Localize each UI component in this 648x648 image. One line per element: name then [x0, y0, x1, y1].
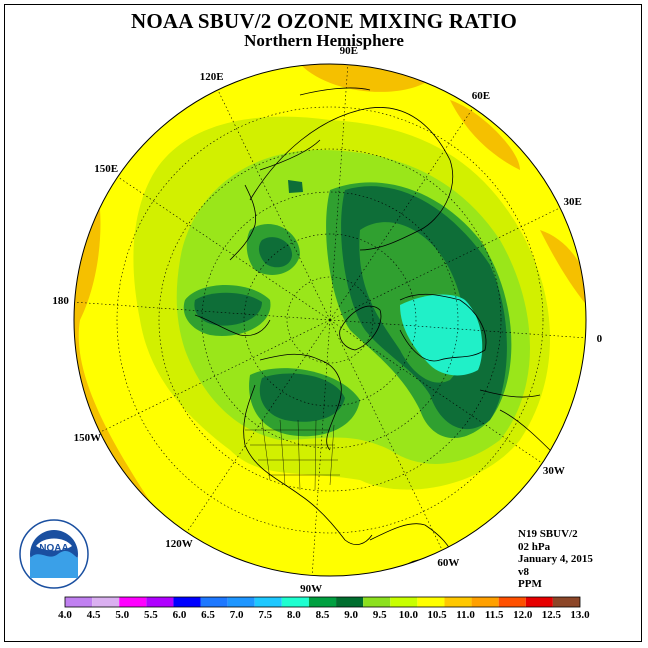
- meridian-3: [329, 319, 586, 339]
- meridian-4: [329, 319, 543, 464]
- colorbar-swatch-3: [146, 597, 174, 607]
- meridian-6: [311, 319, 331, 576]
- colorbar-label-4: 6.0: [172, 609, 187, 621]
- ozone-region-11-0-ne: [450, 100, 520, 170]
- meridian-2: [329, 207, 561, 321]
- colorbar-swatch-4: [173, 597, 201, 607]
- colorbar-label-7: 7.5: [258, 609, 273, 621]
- meridian-9: [74, 301, 331, 321]
- longitude-label-1: 60E: [471, 90, 491, 103]
- info-block: N19 SBUV/2 02 hPa January 4, 2015 v8 PPM: [518, 528, 593, 591]
- longitude-label-7: 120W: [165, 537, 193, 550]
- meridian-11: [217, 89, 331, 321]
- colorbar-swatch-7: [254, 597, 282, 607]
- meridian-7: [186, 319, 331, 533]
- colorbar-label-15: 11.5: [484, 609, 504, 621]
- colorbar-border: [64, 596, 581, 608]
- colorbar-label-6: 7.0: [229, 609, 244, 621]
- colorbar-swatch-14: [444, 597, 472, 607]
- colorbar-swatch-0: [65, 597, 93, 607]
- colorbar-swatch-15: [471, 597, 499, 607]
- logo-text: NOAA: [39, 543, 68, 554]
- meridian-8: [99, 319, 331, 433]
- colorbar-label-3: 5.5: [143, 609, 158, 621]
- colorbar: [64, 596, 581, 608]
- colorbar-label-13: 10.5: [427, 609, 447, 621]
- meridian-1: [329, 107, 474, 321]
- colorbar-label-11: 9.5: [372, 609, 387, 621]
- coastlines: [194, 87, 561, 571]
- map-title: NOAA SBUV/2 OZONE MIXING RATIO: [131, 9, 517, 33]
- ozone-region-8-5-america: [259, 373, 345, 422]
- noaa-logo: NOAA: [19, 519, 89, 589]
- longitude-label-9: 180: [52, 295, 69, 308]
- map-subtitle: Northern Hemisphere: [244, 31, 404, 50]
- colorbar-swatch-16: [498, 597, 526, 607]
- colorbar-label-9: 8.5: [315, 609, 330, 621]
- instrument-label: N19 SBUV/2: [518, 528, 578, 540]
- colorbar-label-14: 11.0: [456, 609, 475, 621]
- colorbar-swatch-17: [525, 597, 553, 607]
- colorbar-label-1: 4.5: [86, 609, 101, 621]
- colorbar-swatch-13: [417, 597, 445, 607]
- longitude-label-11: 120E: [199, 71, 224, 84]
- latitude-circles: [116, 106, 544, 534]
- colorbar-label-12: 10.0: [398, 609, 418, 621]
- ozone-region-8-5-siberia: [258, 237, 293, 268]
- colorbar-label-2: 5.0: [115, 609, 130, 621]
- meridian-5: [329, 319, 443, 551]
- units-label: PPM: [518, 578, 542, 591]
- ozone-region-8-0-core: [400, 294, 483, 376]
- ozone-region-8-5-pacific: [194, 292, 262, 326]
- colorbar-label-8: 8.0: [287, 609, 301, 621]
- longitude-label-3: 0: [596, 332, 603, 345]
- colorbar-label-5: 6.5: [201, 609, 215, 621]
- longitude-label-5: 60W: [437, 556, 460, 569]
- colorbar-label-18: 13.0: [570, 609, 590, 621]
- colorbar-label-0: 4.0: [58, 609, 72, 621]
- longitude-label-8: 150W: [73, 432, 102, 445]
- longitude-label-10: 150E: [94, 163, 119, 176]
- colorbar-swatch-2: [119, 597, 147, 607]
- colorbar-swatch-6: [227, 597, 255, 607]
- colorbar-swatch-5: [200, 597, 228, 607]
- longitude-label-2: 30E: [563, 195, 582, 208]
- usa-grid: [245, 419, 340, 491]
- pressure-level-label: 02 hPa: [518, 540, 551, 553]
- colorbar-swatch-1: [92, 597, 120, 607]
- colorbar-swatch-12: [390, 597, 418, 607]
- colorbar-label-17: 12.5: [541, 609, 561, 621]
- ozone-field: [74, 64, 586, 576]
- colorbar-label-16: 12.0: [513, 609, 533, 621]
- meridian-lines: [74, 64, 586, 576]
- longitude-label-0: 90E: [339, 44, 358, 57]
- longitude-label-6: 90W: [300, 583, 323, 596]
- longitude-label-4: 30W: [542, 464, 565, 477]
- version-label: v8: [518, 565, 529, 578]
- plot-frame: [4, 4, 642, 642]
- colorbar-swatch-11: [363, 597, 391, 607]
- colorbar-swatch-10: [336, 597, 364, 607]
- meridian-10: [117, 176, 331, 321]
- colorbar-swatch-9: [308, 597, 337, 607]
- date-label: January 4, 2015: [518, 553, 593, 566]
- colorbar-swatch-18: [552, 597, 580, 607]
- colorbar-swatch-8: [281, 597, 309, 607]
- colorbar-label-10: 9.0: [344, 609, 358, 621]
- ozone-region-8-5-small: [288, 180, 303, 193]
- hemisphere-border: [73, 63, 587, 577]
- meridian-0: [329, 64, 349, 321]
